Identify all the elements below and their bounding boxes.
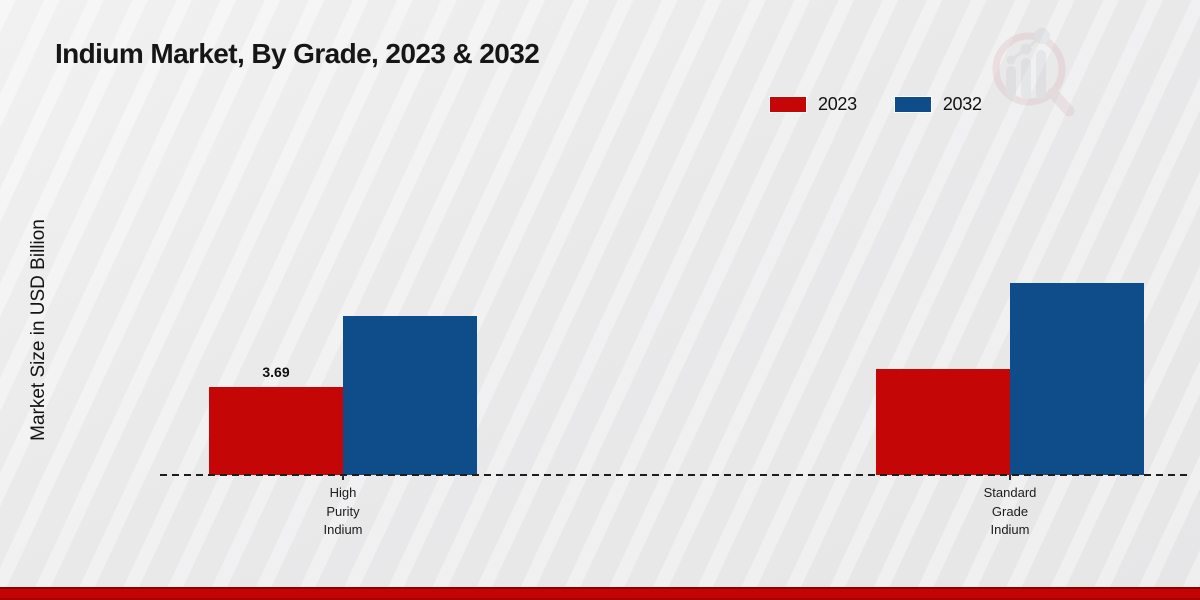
legend-swatch-2023	[770, 97, 806, 112]
magnifier-bar-chart-watermark-logo	[992, 28, 1075, 117]
legend: 2023 2032	[770, 94, 982, 115]
bar-2023-high-purity-indium[interactable]: 3.69	[209, 364, 343, 475]
chart-title: Indium Market, By Grade, 2023 & 2032	[55, 38, 540, 69]
category-line: Purity	[326, 503, 360, 519]
category-line: Indium	[990, 522, 1030, 537]
legend-item-2032[interactable]: 2032	[894, 94, 982, 115]
category-line: Indium	[323, 522, 363, 537]
x-axis-tick-high-purity	[342, 475, 344, 480]
legend-label-2023: 2023	[818, 94, 857, 114]
bar-2032-high-purity-indium[interactable]	[343, 316, 477, 475]
bar-2023-standard-grade-indium[interactable]	[876, 369, 1010, 475]
category-label-standard-grade-indium: Standard Grade Indium	[984, 484, 1037, 540]
legend-label-2032: 2032	[942, 94, 982, 114]
bar-2032-standard-grade-indium[interactable]	[1010, 283, 1144, 475]
category-line: High	[329, 485, 357, 500]
legend-item-2023[interactable]: 2023	[770, 94, 857, 115]
category-label-high-purity-indium: High Purity Indium	[323, 484, 362, 540]
value-label-2023-high-purity: 3.69	[262, 364, 290, 380]
legend-swatch-2032	[894, 97, 931, 112]
y-axis-label: Market Size in USD Billion	[28, 219, 49, 441]
x-axis-baseline	[160, 474, 1192, 476]
category-line: Grade	[991, 503, 1029, 519]
category-line: Standard	[983, 485, 1037, 500]
plot-area: 3.69 High Purity Indium Standard Grade I…	[160, 150, 1192, 537]
x-axis-tick-standard-grade	[1009, 475, 1011, 480]
bottom-accent-band	[0, 587, 1200, 600]
